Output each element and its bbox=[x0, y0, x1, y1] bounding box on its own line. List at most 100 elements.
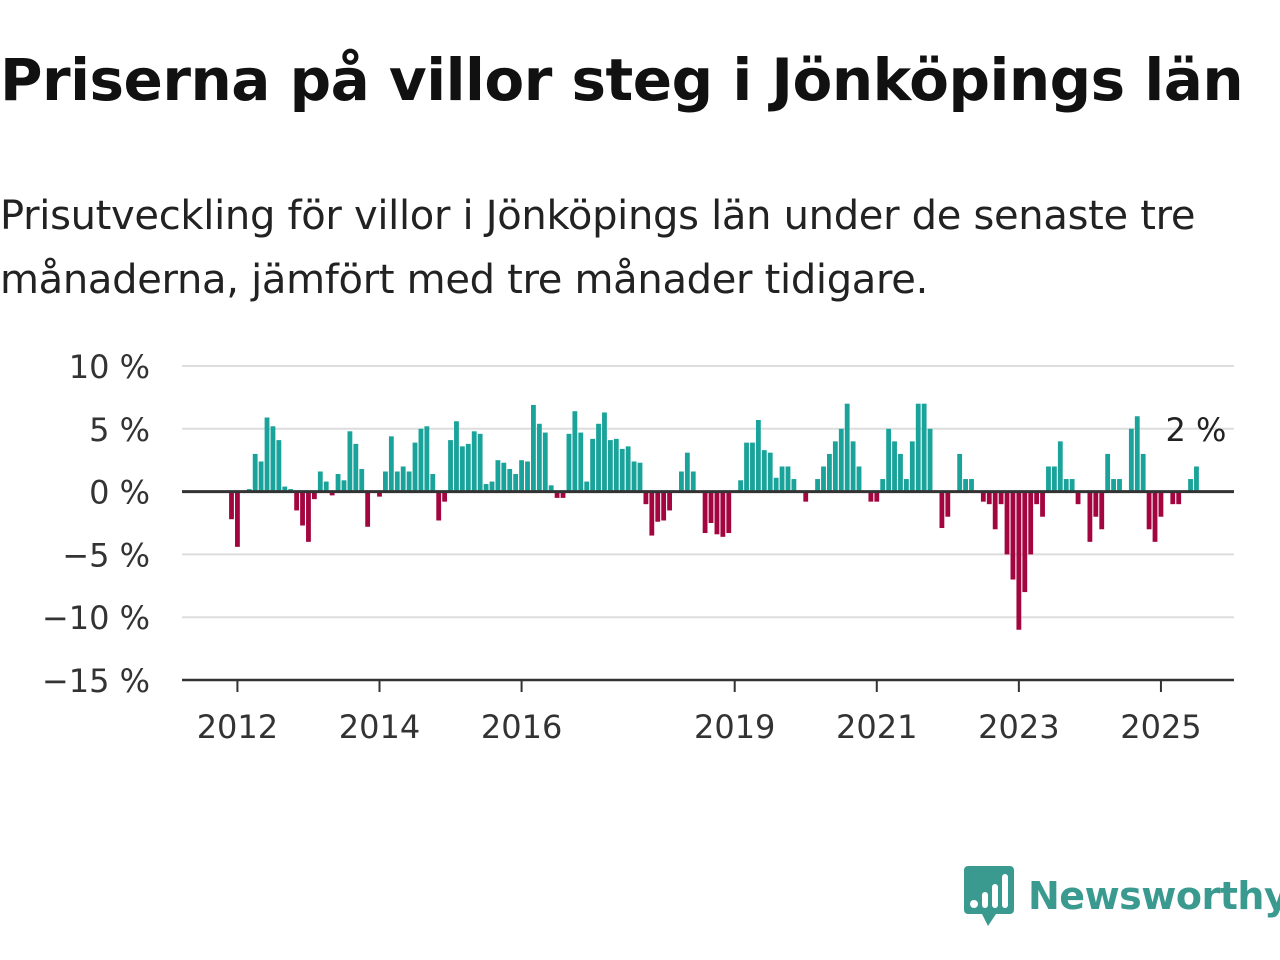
bar bbox=[1111, 479, 1116, 492]
bar bbox=[306, 491, 311, 542]
bar bbox=[815, 479, 820, 492]
bar bbox=[803, 491, 809, 502]
bar bbox=[1176, 491, 1182, 505]
bar bbox=[507, 468, 513, 492]
bar bbox=[471, 431, 477, 492]
bar bbox=[300, 491, 305, 526]
bar bbox=[767, 452, 773, 492]
bar bbox=[957, 453, 963, 492]
bar bbox=[477, 433, 483, 492]
bar bbox=[667, 491, 672, 511]
bar bbox=[880, 479, 886, 492]
chart-subtitle: Prisutveckling för villor i Jönköpings l… bbox=[0, 193, 1196, 303]
bar bbox=[525, 461, 530, 492]
bar bbox=[454, 421, 459, 492]
bar bbox=[679, 471, 684, 492]
bar bbox=[311, 491, 317, 500]
bar bbox=[744, 442, 749, 492]
x-tick-label: 2023 bbox=[978, 708, 1059, 746]
bar bbox=[1004, 491, 1010, 555]
y-tick-label: −10 % bbox=[42, 599, 150, 637]
y-tick-label: 0 % bbox=[89, 474, 150, 512]
bar bbox=[684, 452, 690, 492]
bar bbox=[1028, 491, 1034, 555]
bar bbox=[1117, 479, 1122, 492]
bar bbox=[832, 441, 838, 492]
bar bbox=[1099, 491, 1105, 530]
bar bbox=[850, 441, 856, 492]
last-value-label: 2 % bbox=[1166, 411, 1227, 449]
bar bbox=[915, 403, 921, 492]
bar bbox=[459, 446, 465, 492]
bar bbox=[400, 466, 406, 492]
bar bbox=[992, 491, 998, 530]
bar bbox=[892, 441, 897, 492]
bar bbox=[844, 403, 850, 492]
bar bbox=[430, 474, 436, 492]
bar bbox=[1069, 479, 1075, 492]
bar bbox=[821, 466, 826, 492]
y-tick-label: 5 % bbox=[89, 411, 150, 449]
x-tick-label: 2019 bbox=[694, 708, 775, 746]
bar bbox=[649, 491, 655, 536]
x-tick-label: 2012 bbox=[197, 708, 278, 746]
bar bbox=[1140, 453, 1146, 492]
bar bbox=[779, 466, 785, 492]
bar bbox=[1105, 453, 1111, 492]
bar bbox=[785, 466, 791, 492]
bar bbox=[726, 491, 732, 534]
bar bbox=[566, 433, 572, 492]
bar bbox=[827, 453, 832, 492]
x-axis-labels: 2012 2014 2016 2019 2021 2023 2025 bbox=[197, 680, 1202, 746]
bar bbox=[365, 491, 371, 527]
bar bbox=[483, 484, 489, 492]
bar bbox=[270, 426, 276, 492]
x-tick-label: 2014 bbox=[339, 708, 420, 746]
bar bbox=[602, 412, 607, 492]
bar bbox=[347, 431, 353, 492]
bar bbox=[939, 491, 945, 529]
bar bbox=[761, 450, 767, 492]
bar bbox=[282, 486, 288, 492]
gridlines bbox=[182, 365, 1234, 619]
bar bbox=[412, 442, 418, 492]
bar bbox=[341, 480, 347, 492]
bar bbox=[1093, 491, 1099, 517]
bar bbox=[317, 471, 323, 492]
bar bbox=[1194, 466, 1199, 492]
bar bbox=[986, 491, 992, 505]
bar bbox=[1134, 416, 1140, 492]
bar bbox=[791, 479, 797, 492]
bar bbox=[554, 491, 560, 498]
bar bbox=[838, 428, 844, 492]
bar bbox=[578, 432, 584, 492]
x-tick-label: 2016 bbox=[481, 708, 562, 746]
bar bbox=[276, 440, 282, 492]
bar bbox=[1034, 491, 1040, 505]
bar bbox=[465, 443, 471, 492]
bar bbox=[927, 428, 933, 492]
bar bbox=[690, 471, 696, 492]
bar bbox=[909, 441, 915, 492]
bar bbox=[607, 440, 613, 492]
bar bbox=[874, 491, 880, 502]
bar bbox=[661, 491, 667, 521]
bar bbox=[560, 491, 566, 498]
bar bbox=[542, 432, 548, 492]
bar bbox=[1057, 441, 1063, 492]
bar bbox=[394, 471, 400, 492]
bar bbox=[495, 460, 501, 492]
bar bbox=[886, 428, 892, 492]
bar bbox=[388, 436, 394, 492]
bar bbox=[501, 462, 507, 492]
bar bbox=[1146, 491, 1152, 530]
bar bbox=[436, 491, 442, 521]
bar bbox=[619, 448, 625, 492]
bar bbox=[1010, 491, 1016, 580]
bar bbox=[702, 491, 708, 534]
bar bbox=[637, 462, 643, 492]
bar bbox=[963, 479, 968, 492]
bar bbox=[548, 485, 554, 492]
bar bbox=[448, 440, 453, 492]
bar bbox=[708, 491, 714, 523]
